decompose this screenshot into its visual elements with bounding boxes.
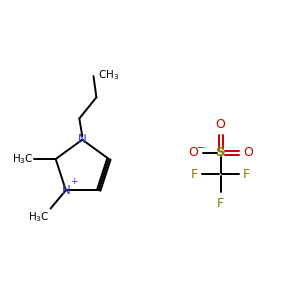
- Text: O: O: [216, 118, 226, 130]
- Text: O: O: [188, 146, 198, 159]
- Text: CH$_3$: CH$_3$: [98, 68, 119, 82]
- Text: F: F: [243, 168, 250, 181]
- Text: F: F: [217, 196, 224, 209]
- Text: F: F: [191, 168, 198, 181]
- Text: N: N: [78, 133, 87, 146]
- Text: −: −: [197, 142, 205, 153]
- Text: N: N: [61, 184, 70, 197]
- Text: O: O: [243, 146, 253, 159]
- Text: H$_3$C: H$_3$C: [12, 152, 33, 166]
- Text: +: +: [70, 177, 78, 186]
- Text: S: S: [216, 146, 226, 159]
- Text: H$_3$C: H$_3$C: [28, 210, 49, 224]
